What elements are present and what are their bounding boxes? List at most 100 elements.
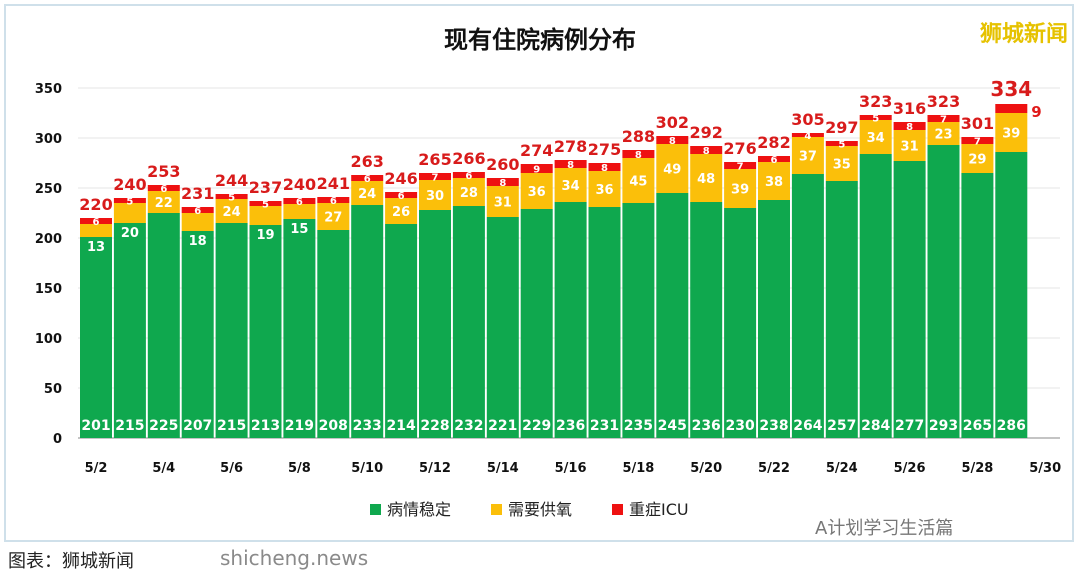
data-label: 18 — [189, 234, 207, 249]
data-label: 9 — [533, 165, 540, 176]
data-label: 233 — [353, 418, 382, 434]
bar-segment-icu — [859, 115, 892, 120]
bar-segment-oxygen — [859, 120, 892, 154]
bar-segment-icu — [419, 173, 451, 180]
bar-segment-oxygen — [351, 181, 384, 205]
total-label: 275 — [588, 140, 621, 159]
data-label: 31 — [901, 140, 919, 155]
data-label: 8 — [703, 146, 710, 157]
data-label: 4 — [804, 131, 811, 142]
total-label: 253 — [147, 162, 180, 181]
data-label: 9 — [1031, 103, 1041, 121]
x-tick-label: 5/18 — [622, 461, 654, 476]
y-tick-label: 350 — [35, 82, 62, 97]
data-label: 39 — [1002, 127, 1020, 142]
data-label: 6 — [364, 174, 371, 185]
data-label: 45 — [629, 175, 647, 190]
data-label: 34 — [562, 179, 580, 194]
bar-segment-stable — [385, 224, 418, 438]
data-label: 245 — [658, 418, 687, 434]
bar-segment-oxygen — [486, 186, 519, 217]
bar-segment-stable — [554, 202, 587, 438]
bar-segment-stable — [215, 223, 248, 438]
y-tick-label: 0 — [53, 432, 62, 447]
data-label: 264 — [793, 418, 822, 434]
data-label: 8 — [635, 150, 642, 161]
bar-segment-icu — [249, 201, 282, 206]
total-label: 305 — [791, 110, 824, 129]
data-label: 236 — [556, 418, 585, 434]
bar-segment-oxygen — [893, 130, 926, 161]
x-tick-label: 5/20 — [690, 461, 722, 476]
x-tick-label: 5/6 — [220, 461, 243, 476]
data-label: 20 — [121, 226, 139, 241]
data-label: 37 — [799, 150, 817, 165]
bar-segment-icu — [452, 172, 485, 178]
data-label: 219 — [285, 418, 314, 434]
bar-segment-icu — [80, 218, 112, 224]
bar-segment-oxygen — [249, 206, 282, 225]
bar-segment-icu — [927, 115, 960, 122]
bar-segment-stable — [147, 213, 180, 438]
total-label: 323 — [859, 92, 892, 111]
bar-segment-stable — [181, 231, 214, 438]
data-label: 36 — [528, 185, 546, 200]
data-label: 8 — [669, 136, 676, 147]
data-label: 48 — [697, 172, 715, 187]
x-tick-label: 5/30 — [1029, 461, 1061, 476]
bar-segment-oxygen — [995, 113, 1028, 152]
data-label: 6 — [465, 171, 472, 182]
data-label: 5 — [262, 200, 269, 211]
total-label: 240 — [113, 175, 146, 194]
bar-segment-stable — [80, 237, 112, 438]
data-label: 22 — [155, 196, 173, 211]
total-label: 266 — [452, 149, 485, 168]
brand-watermark: 狮城新闻 — [979, 22, 1068, 47]
x-tick-label: 5/12 — [419, 461, 451, 476]
data-label: 24 — [223, 205, 241, 220]
bar-segment-oxygen — [622, 158, 655, 203]
total-label: 237 — [249, 178, 282, 197]
data-label: 5 — [228, 193, 235, 204]
bar-segment-icu — [520, 164, 553, 173]
data-label: 27 — [324, 211, 342, 226]
bar-segment-icu — [791, 133, 824, 137]
data-label: 257 — [827, 418, 856, 434]
y-tick-label: 100 — [35, 332, 62, 347]
total-label: 241 — [317, 174, 350, 193]
wechat-watermark: A计划学习生活篇 — [815, 518, 954, 539]
data-label: 235 — [624, 418, 653, 434]
data-label: 23 — [934, 128, 952, 143]
data-label: 5 — [872, 114, 879, 125]
data-label: 8 — [567, 160, 574, 171]
bar-segment-oxygen — [825, 146, 858, 181]
data-label: 225 — [149, 418, 178, 434]
data-label: 208 — [319, 418, 348, 434]
bar-segment-icu — [995, 104, 1028, 113]
legend-item-icu: 重症ICU — [612, 496, 689, 520]
bar-segment-stable — [351, 205, 384, 438]
data-label: 238 — [759, 418, 788, 434]
y-tick-label: 150 — [35, 282, 62, 297]
bar-segment-oxygen — [554, 168, 587, 202]
data-label: 30 — [426, 189, 444, 204]
data-label: 26 — [392, 205, 410, 220]
footer-caption: 图表：狮城新闻 — [8, 551, 134, 572]
total-label: 274 — [520, 141, 553, 160]
data-label: 201 — [81, 418, 110, 434]
bar-segment-oxygen — [724, 169, 757, 208]
bar-segment-icu — [724, 162, 757, 169]
data-label: 232 — [454, 418, 483, 434]
x-tick-label: 5/24 — [826, 461, 858, 476]
total-label: 302 — [656, 113, 689, 132]
bar-segment-stable — [283, 219, 316, 438]
bar-segment-stable — [791, 174, 824, 438]
bar-segment-icu — [215, 194, 248, 199]
bar-segment-oxygen — [113, 203, 146, 223]
data-label: 49 — [663, 163, 681, 178]
x-tick-label: 5/22 — [758, 461, 790, 476]
legend: 病情稳定 需要供氧 重症ICU — [370, 496, 689, 520]
data-label: 213 — [251, 418, 280, 434]
data-label: 6 — [93, 217, 100, 228]
bar-segment-icu — [690, 146, 723, 154]
